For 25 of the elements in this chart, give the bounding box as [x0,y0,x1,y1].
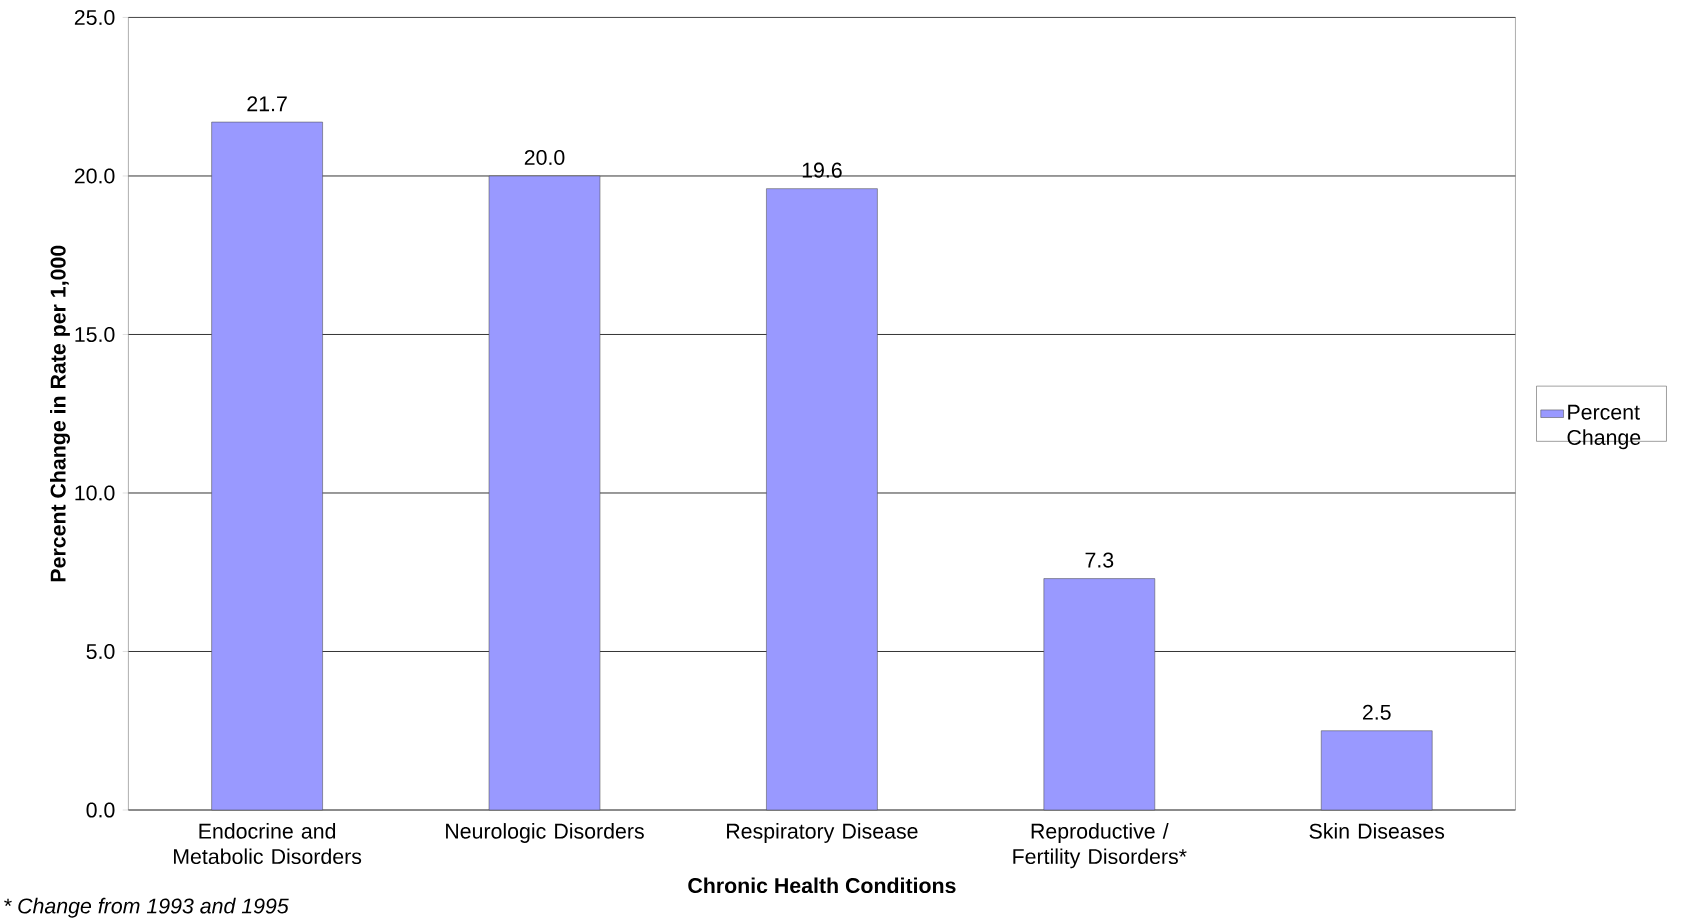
text: 21.7 [247,96,287,112]
y-tick-label: 20.0 [74,168,115,184]
bar [1043,578,1156,811]
x-tick-label: Respiratory Disease [727,823,918,843]
text: 19.6 [802,162,842,178]
x-axis-title: Chronic Health Conditions [688,877,956,894]
text: 20.0 [524,149,565,166]
x-tick-label: Neurologic Disorders [446,823,644,843]
bar [1320,730,1433,811]
y-tick-label: 5.0 [86,643,115,660]
bar [766,188,878,811]
y-tick-label: 0.0 [86,802,115,818]
y-tick-label: 25.0 [74,9,115,26]
legend-label: Percent Change [1567,404,1641,450]
text: 7.3 [1085,552,1114,568]
text: 2.5 [1362,704,1391,720]
x-tick-label: Endocrine and Metabolic Disorders [174,823,362,865]
y-tick-label: 10.0 [75,485,115,501]
text: * Change from 1993 and 1995 [4,897,289,918]
x-tick-label: Skin Diseases [1309,823,1445,839]
x-tick-label: Reproductive / Fertility Disorders* [1013,823,1187,869]
y-axis-title: Percent Change in Rate per 1,000 [50,245,70,582]
y-tick-label: 15.0 [75,326,115,343]
bar [488,175,601,811]
bar [211,121,323,811]
